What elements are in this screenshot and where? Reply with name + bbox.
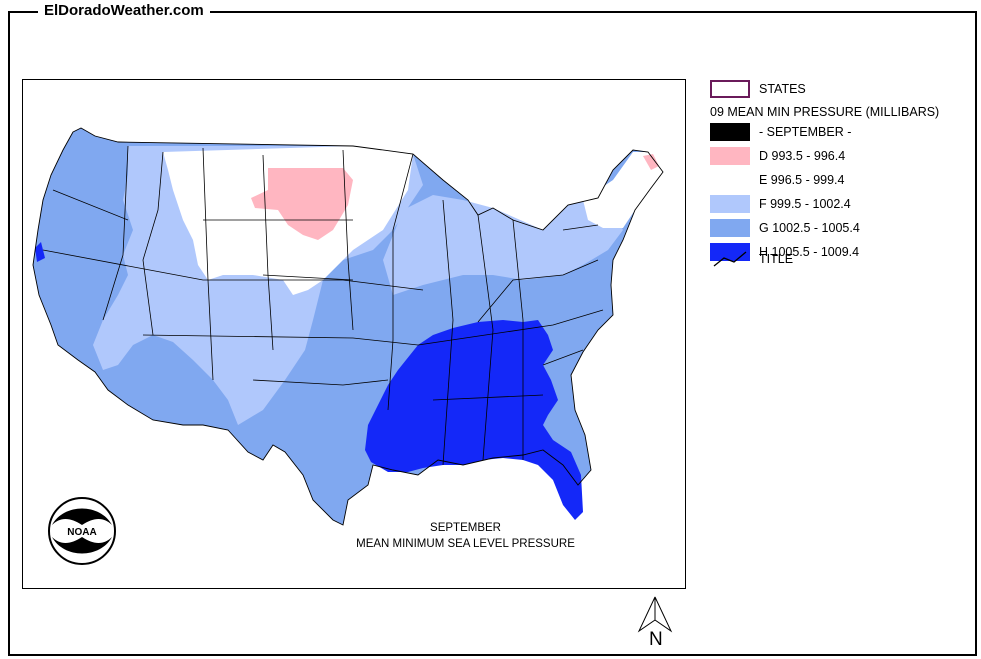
legend-title: TITLE	[710, 250, 975, 270]
legend-entry: G 1002.5 - 1005.4	[710, 219, 975, 239]
caption-line-title: MEAN MINIMUM SEA LEVEL PRESSURE	[356, 538, 575, 550]
map-caption: SEPTEMBER MEAN MINIMUM SEA LEVEL PRESSUR…	[353, 520, 578, 552]
zone-f-northeast	[383, 195, 623, 295]
zone-h-california	[35, 242, 45, 262]
north-arrow-icon	[637, 596, 673, 633]
states-swatch	[710, 80, 750, 98]
legend-swatch	[710, 171, 750, 189]
pressure-map	[32, 127, 664, 526]
legend-states-label: STATES	[759, 82, 806, 96]
caption-line-month: SEPTEMBER	[430, 522, 501, 534]
legend-entry: D 993.5 - 996.4	[710, 147, 975, 167]
legend-states: STATES	[710, 80, 975, 100]
legend-entry-label: E 996.5 - 999.4	[759, 173, 845, 187]
legend-swatch	[710, 147, 750, 165]
legend-entry: F 999.5 - 1002.4	[710, 195, 975, 215]
legend-entry-label: - SEPTEMBER -	[759, 125, 852, 139]
zone-e-maine	[583, 152, 663, 228]
zone-h-southeast	[365, 320, 583, 520]
zone-d-maine	[643, 154, 659, 170]
legend-entry-label: G 1002.5 - 1005.4	[759, 221, 860, 235]
zone-d-dakotas	[251, 168, 353, 240]
title-line-icon	[713, 251, 747, 267]
legend-entry: - SEPTEMBER -	[710, 123, 975, 143]
legend-entry: E 996.5 - 999.4	[710, 171, 975, 191]
noaa-logo-text: NOAA	[67, 527, 96, 538]
legend-title-label: TITLE	[759, 252, 794, 266]
legend-entry-label: D 993.5 - 996.4	[759, 149, 846, 163]
country-outline	[32, 127, 664, 526]
site-title: ElDoradoWeather.com	[38, 2, 210, 20]
legend-entry-label: F 999.5 - 1002.4	[759, 197, 851, 211]
legend-swatch	[710, 195, 750, 213]
state-lines	[42, 145, 604, 466]
legend-heading: 09 MEAN MIN PRESSURE (MILLIBARS)	[710, 105, 940, 119]
legend-swatch	[710, 219, 750, 237]
legend-entry-label: H 1005.5 - 1009.4	[759, 245, 860, 259]
page-frame	[8, 11, 977, 656]
north-label: N	[649, 629, 663, 650]
legend-swatch	[710, 123, 750, 141]
noaa-logo: NOAA	[46, 495, 118, 572]
map-panel: SEPTEMBER MEAN MINIMUM SEA LEVEL PRESSUR…	[22, 79, 686, 589]
